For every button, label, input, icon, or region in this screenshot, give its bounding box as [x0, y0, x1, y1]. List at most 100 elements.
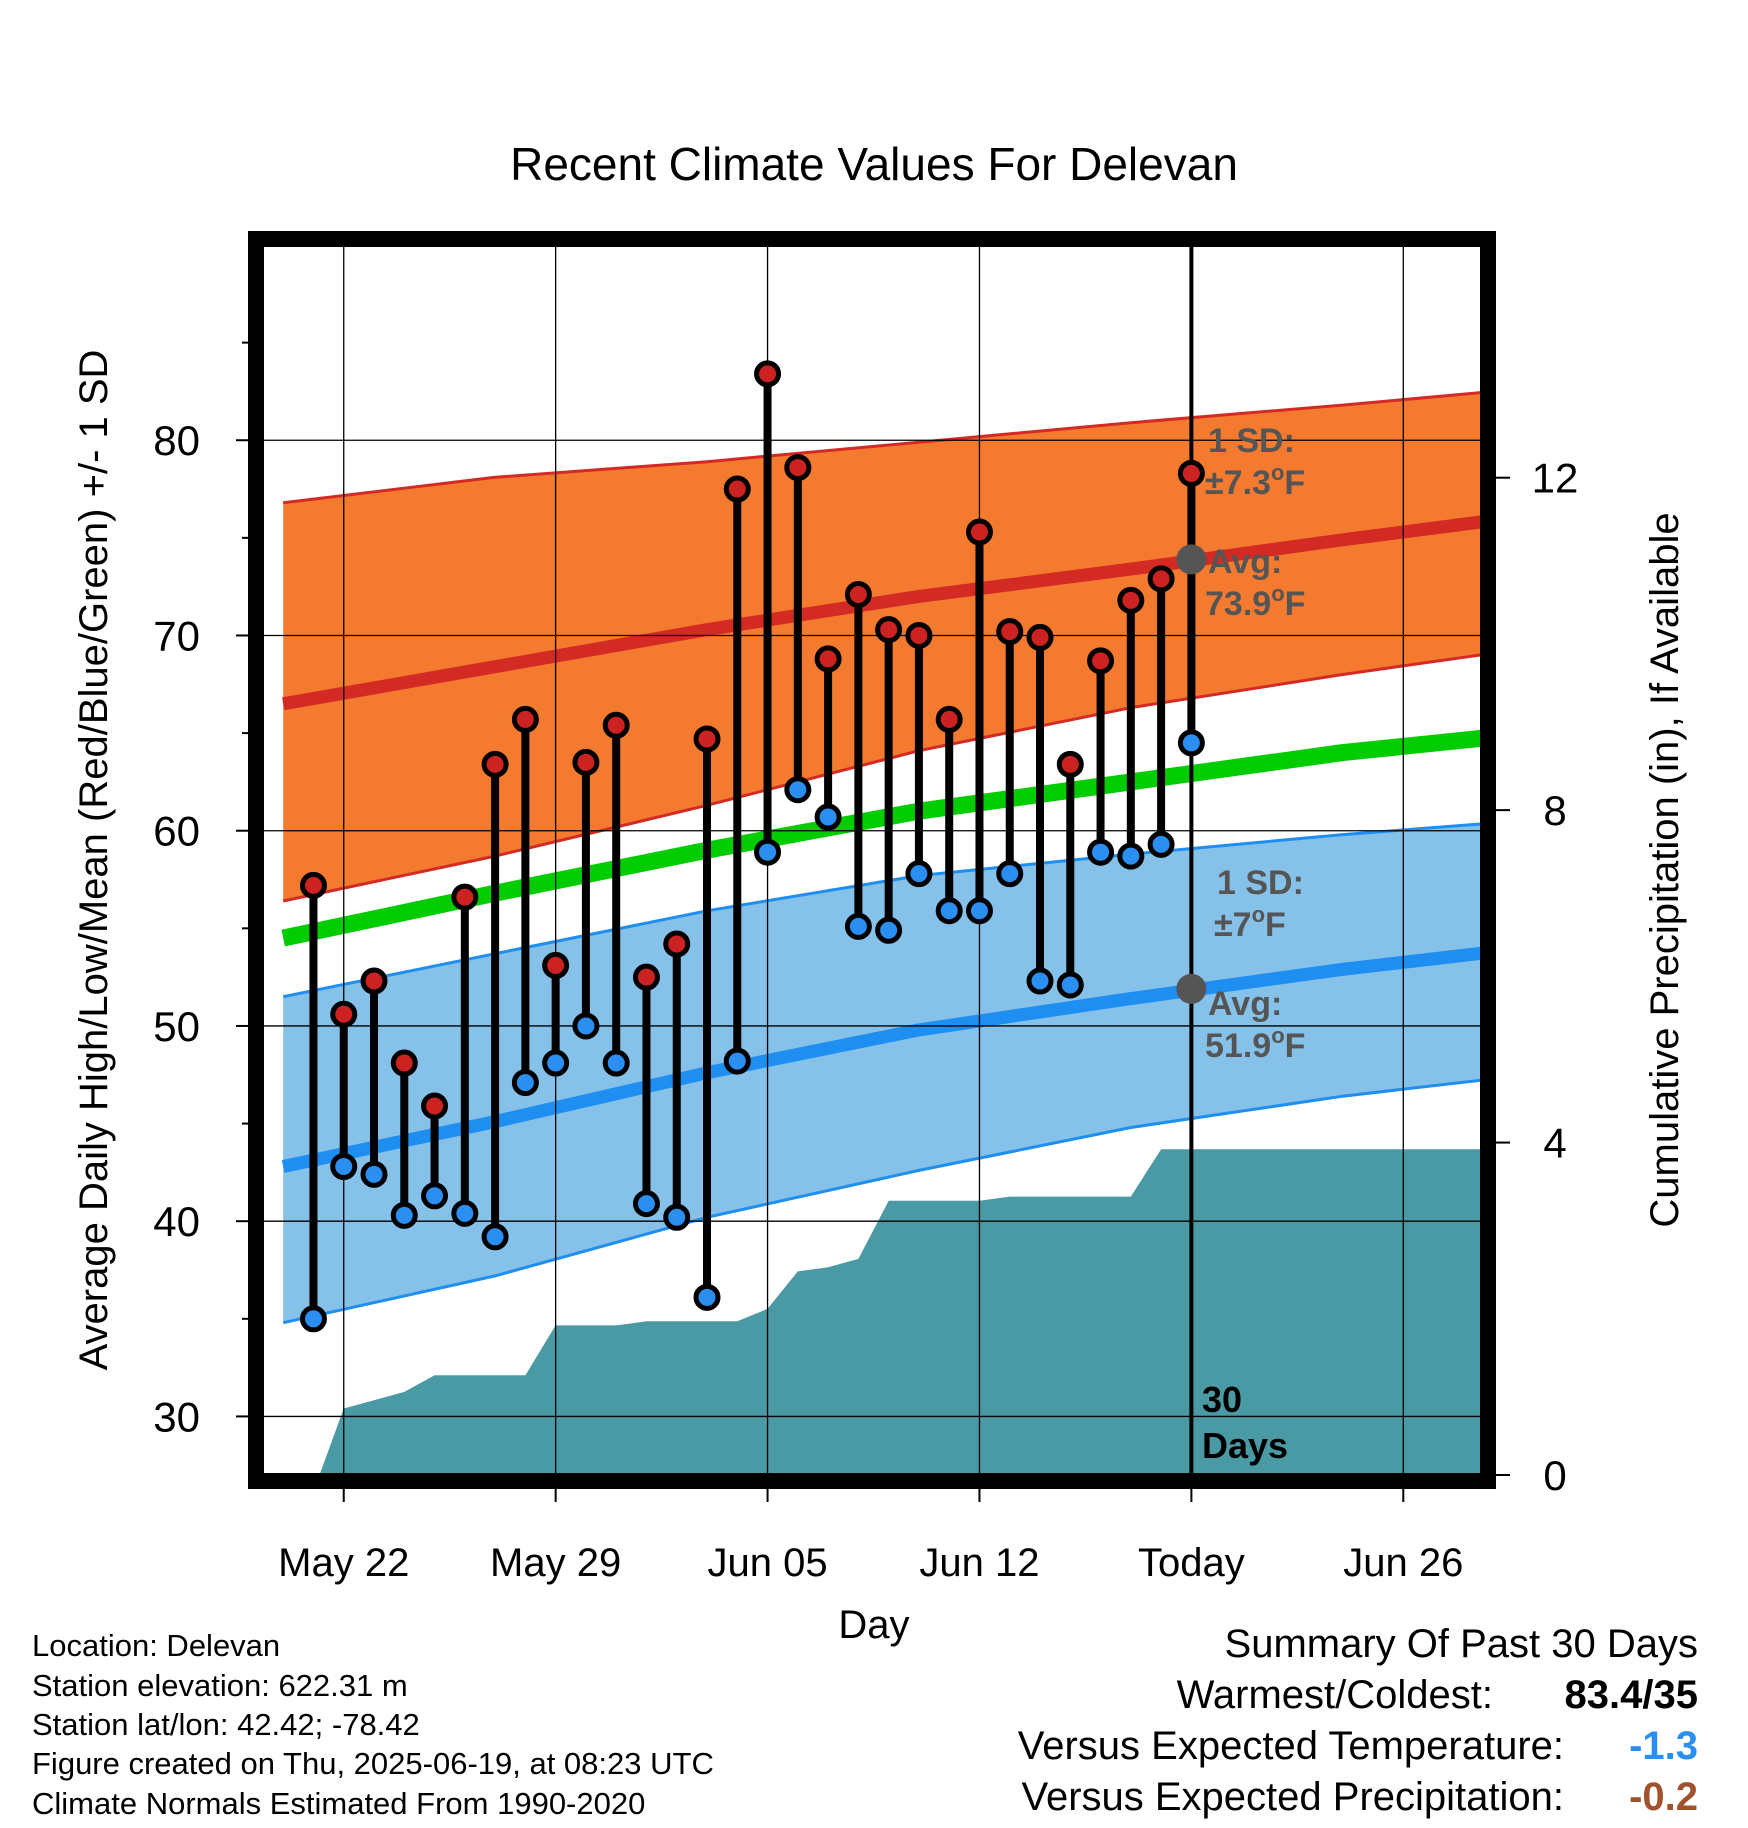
- low-avg-value: 51.9oF: [1205, 1023, 1305, 1065]
- low-point: [935, 897, 963, 925]
- low-point: [693, 1283, 721, 1311]
- low-point: [451, 1199, 479, 1227]
- x-tick-label: May 29: [490, 1541, 621, 1585]
- low-point: [572, 1012, 600, 1040]
- high-point: [1056, 750, 1084, 778]
- high-point: [360, 967, 388, 995]
- low-point: [542, 1049, 570, 1077]
- low-point: [1147, 830, 1175, 858]
- chart-title: Recent Climate Values For Delevan: [510, 138, 1238, 190]
- x-axis-label: Day: [838, 1603, 909, 1647]
- low-point: [481, 1223, 509, 1251]
- x-tick-label: Jun 26: [1343, 1541, 1463, 1585]
- high-point: [723, 475, 751, 503]
- low-point: [814, 803, 842, 831]
- low-point: [1117, 842, 1145, 870]
- high-avg-label: Avg:: [1208, 543, 1282, 581]
- high-point: [511, 705, 539, 733]
- low-point: [330, 1153, 358, 1181]
- high-point: [602, 711, 630, 739]
- days-count: 30: [1202, 1379, 1242, 1420]
- low-point: [875, 916, 903, 944]
- high-point: [421, 1092, 449, 1120]
- high-point: [935, 705, 963, 733]
- x-tick-label: Today: [1138, 1541, 1245, 1585]
- high-upper-sd-line: [283, 390, 1482, 505]
- high-point: [663, 930, 691, 958]
- today-normal-high-marker: [1176, 544, 1207, 575]
- low-point: [1026, 967, 1054, 995]
- high-point: [1026, 623, 1054, 651]
- y-axis-label: Average Daily High/Low/Mean (Red/Blue/Gr…: [72, 350, 116, 1371]
- high-point: [996, 618, 1024, 646]
- low-sd-value: ±7oF: [1214, 902, 1286, 944]
- low-point: [663, 1203, 691, 1231]
- elevation-text: Station elevation: 622.31 m: [32, 1668, 408, 1703]
- y-tick-label: 50: [153, 1003, 200, 1050]
- summary-title: Summary Of Past 30 Days: [1224, 1622, 1698, 1666]
- high-point: [875, 616, 903, 644]
- y2-tick-label: 0: [1543, 1452, 1566, 1499]
- low-point: [421, 1182, 449, 1210]
- high-point: [784, 454, 812, 482]
- location-text: Location: Delevan: [32, 1628, 281, 1663]
- high-avg-value: 73.9oF: [1205, 581, 1305, 623]
- warmest-coldest-value: 83.4/35: [1564, 1673, 1698, 1717]
- low-point: [390, 1201, 418, 1229]
- normals-text: Climate Normals Estimated From 1990-2020: [32, 1786, 646, 1821]
- low-point: [996, 860, 1024, 888]
- y-tick-label: 60: [153, 808, 200, 855]
- high-point: [390, 1049, 418, 1077]
- high-point: [572, 748, 600, 776]
- low-avg-label: Avg:: [1208, 985, 1282, 1023]
- low-point: [299, 1305, 327, 1333]
- plot-border: [248, 231, 1496, 1489]
- low-point: [1087, 838, 1115, 866]
- y2-tick-label: 4: [1543, 1120, 1566, 1167]
- latlon-text: Station lat/lon: 42.42; -78.42: [32, 1707, 420, 1742]
- high-point: [754, 360, 782, 388]
- days-word: Days: [1202, 1425, 1288, 1466]
- high-point: [905, 621, 933, 649]
- high-point: [542, 951, 570, 979]
- y-tick-label: 30: [153, 1393, 200, 1440]
- high-point: [632, 963, 660, 991]
- high-point: [481, 750, 509, 778]
- today-normal-low-marker: [1176, 973, 1207, 1004]
- y2-tick-label: 8: [1543, 787, 1566, 834]
- high-point: [1087, 647, 1115, 675]
- high-sd-value: ±7.3oF: [1205, 460, 1305, 502]
- low-point: [1177, 729, 1205, 757]
- low-point: [844, 912, 872, 940]
- high-point: [330, 1000, 358, 1028]
- high-point: [844, 580, 872, 608]
- low-point: [754, 838, 782, 866]
- high-point: [965, 518, 993, 546]
- x-tick-label: Jun 12: [919, 1541, 1039, 1585]
- precip-label: Versus Expected Precipitation:: [1021, 1775, 1564, 1819]
- y2-axis-label: Cumulative Precipitation (in), If Availa…: [1643, 512, 1687, 1227]
- high-point: [814, 645, 842, 673]
- daily-values: [299, 360, 1205, 1333]
- low-point: [1056, 971, 1084, 999]
- precip-value: -0.2: [1629, 1775, 1698, 1819]
- low-point: [511, 1069, 539, 1097]
- high-point: [1147, 565, 1175, 593]
- low-point: [784, 776, 812, 804]
- precip-area: [292, 1149, 1482, 1475]
- high-sd-label: 1 SD:: [1208, 422, 1295, 460]
- temp-label: Versus Expected Temperature:: [1017, 1724, 1564, 1768]
- x-tick-label: Jun 05: [708, 1541, 828, 1585]
- normal-high-line: [282, 515, 1482, 711]
- y2-tick-label: 12: [1532, 455, 1579, 502]
- temp-value: -1.3: [1629, 1724, 1698, 1768]
- created-text: Figure created on Thu, 2025-06-19, at 08…: [32, 1746, 714, 1781]
- plot-frame: [248, 231, 1496, 1489]
- low-lower-sd-line: [282, 1078, 1482, 1325]
- low-point: [632, 1190, 660, 1218]
- y-tick-label: 80: [153, 417, 200, 464]
- high-point: [299, 871, 327, 899]
- high-point: [451, 883, 479, 911]
- low-point: [723, 1047, 751, 1075]
